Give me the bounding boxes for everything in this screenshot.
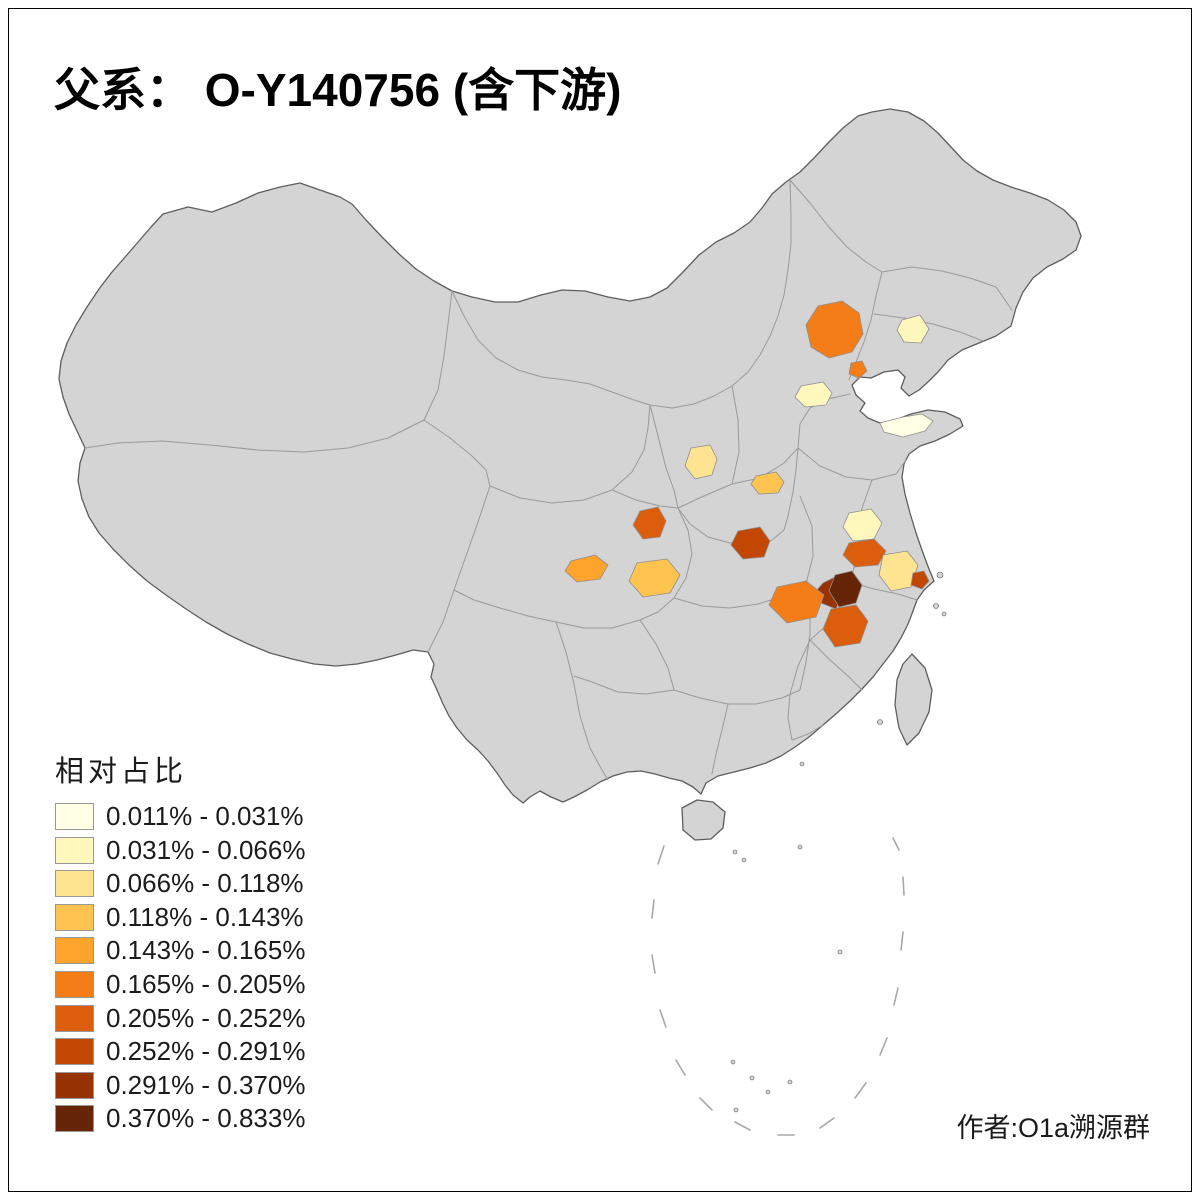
map-region-r14: [878, 550, 919, 592]
map-region-r10: [564, 554, 609, 583]
plot-title: 父系： O-Y140756 (含下游): [54, 64, 622, 116]
legend-label: 0.165% - 0.205%: [106, 968, 306, 999]
legend-swatch: [55, 937, 94, 965]
legend-swatch: [55, 903, 94, 931]
map-region-r15a: [828, 570, 863, 608]
legend-label: 0.252% - 0.291%: [106, 1036, 306, 1067]
legend-swatch: [55, 970, 94, 998]
map-region-r16: [768, 580, 825, 624]
nine-dash-line: [651, 837, 905, 1136]
legend-row: 0.118% - 0.143%: [55, 901, 305, 932]
legend-row: 0.252% - 0.291%: [55, 1036, 306, 1067]
legend-title: 相对占比: [55, 756, 188, 788]
map-region-r2: [896, 314, 930, 344]
legend-label: 0.205% - 0.252%: [106, 1002, 306, 1033]
legend: 相对占比 0.011% - 0.031% 0.031% - 0.066% 0.0…: [55, 748, 305, 1139]
map-region-r17: [822, 604, 869, 648]
legend-label: 0.066% - 0.118%: [106, 868, 304, 899]
legend-row: 0.031% - 0.066%: [55, 834, 306, 865]
map-region-r6: [684, 444, 718, 480]
map-region-r5: [879, 413, 934, 438]
legend-label: 0.291% - 0.370%: [106, 1069, 306, 1100]
taiwan-island: [894, 653, 933, 746]
map-region-r3: [848, 360, 868, 379]
map-region-r1: [805, 300, 864, 359]
legend-label: 0.143% - 0.165%: [106, 935, 306, 966]
legend-swatch: [55, 1038, 94, 1066]
legend-row: 0.011% - 0.031%: [55, 801, 305, 831]
hainan-island: [681, 799, 726, 841]
legend-label: 0.370% - 0.833%: [106, 1103, 306, 1134]
map-region-r11: [628, 558, 681, 598]
legend-row: 0.291% - 0.370%: [55, 1069, 306, 1100]
map-region-r4: [794, 381, 833, 408]
map-region-r8: [632, 506, 667, 540]
legend-row: 0.143% - 0.165%: [55, 935, 306, 966]
author-credit: 作者:O1a溯源群: [956, 1113, 1150, 1143]
map-region-r18: [910, 570, 930, 590]
highlight-regions: [564, 300, 934, 648]
legend-swatch: [55, 1071, 94, 1099]
map-region-r9: [730, 526, 771, 560]
legend-label: 0.011% - 0.031%: [106, 801, 304, 831]
map-region-r7: [750, 471, 785, 495]
legend-label: 0.118% - 0.143%: [106, 901, 304, 932]
legend-swatch: [55, 870, 94, 898]
legend-swatch: [55, 803, 94, 830]
map-region-r13: [842, 538, 887, 568]
legend-swatch: [55, 1004, 94, 1032]
legend-row: 0.370% - 0.833%: [55, 1103, 306, 1134]
legend-row: 0.066% - 0.118%: [55, 868, 305, 899]
legend-label: 0.031% - 0.066%: [106, 834, 306, 865]
small-islands: [730, 571, 947, 1113]
legend-row: 0.165% - 0.205%: [55, 968, 306, 999]
legend-swatch: [55, 836, 94, 864]
legend-row: 0.205% - 0.252%: [55, 1002, 306, 1033]
legend-swatch: [55, 1105, 94, 1133]
